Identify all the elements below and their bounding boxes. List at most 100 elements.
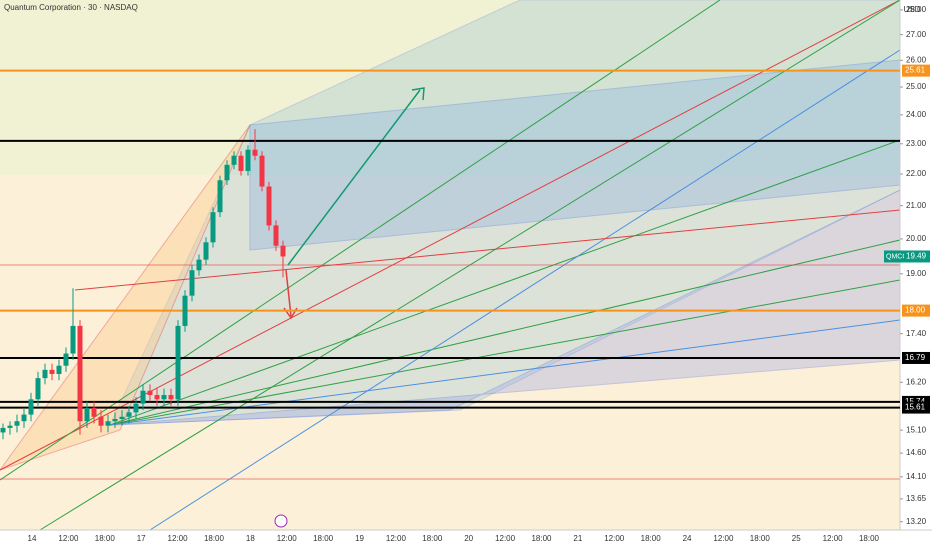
candle-body (21, 414, 27, 422)
price-tag-label: 25.61 (905, 66, 926, 75)
x-tick-label: 18:00 (422, 534, 443, 543)
x-tick-label: 21 (573, 534, 582, 543)
candle-body (0, 427, 6, 433)
candle-body (7, 425, 13, 428)
y-tick-label: 16.20 (906, 377, 927, 386)
candle-body (112, 418, 118, 422)
candle-body (252, 149, 258, 156)
x-tick-label: 12:00 (168, 534, 189, 543)
candle-body (203, 242, 209, 260)
x-tick-label: 14 (28, 534, 37, 543)
x-tick-label: 12:00 (713, 534, 734, 543)
price-tag-label: 18.00 (905, 306, 926, 315)
currency: USD (904, 5, 921, 14)
price-tag-label: 16.79 (905, 353, 926, 362)
x-tick-label: 18:00 (750, 534, 771, 543)
price-tag (902, 351, 930, 364)
price-tag (902, 64, 930, 77)
candle-body (224, 164, 230, 181)
x-tick-label: 12:00 (58, 534, 79, 543)
y-tick-label: 22.00 (906, 169, 927, 178)
price-tag-label: 19.49 (906, 252, 927, 261)
x-tick-label: 12:00 (277, 534, 298, 543)
x-tick-label: 25 (792, 534, 801, 543)
candle-body (140, 390, 146, 404)
y-tick-label: 25.00 (906, 82, 927, 91)
y-tick-label: 20.00 (906, 234, 927, 243)
x-tick-label: 18:00 (204, 534, 225, 543)
y-tick-label: 19.00 (906, 269, 927, 278)
candle-body (175, 325, 181, 400)
candle-body (119, 416, 125, 419)
y-tick-label: 14.10 (906, 472, 927, 481)
y-tick-label: 21.00 (906, 201, 927, 210)
candle-body (84, 408, 90, 422)
x-tick-label: 19 (355, 534, 364, 543)
candle-body (63, 353, 69, 366)
candle-body (196, 259, 202, 271)
candle-body (161, 395, 167, 400)
x-tick-label: 18:00 (859, 534, 880, 543)
y-tick-label: 17.40 (906, 329, 927, 338)
x-tick-label: 18:00 (95, 534, 116, 543)
symbol-tag-label: QMCO (886, 253, 908, 260)
x-tick-label: 17 (137, 534, 146, 543)
x-tick-label: 24 (683, 534, 692, 543)
candle-body (245, 149, 251, 171)
candle-body (126, 412, 132, 417)
candle-body (217, 180, 223, 213)
y-tick-label: 13.65 (906, 494, 927, 503)
candle-body (168, 395, 174, 400)
candle-body (147, 390, 153, 396)
candle-body (189, 270, 195, 296)
x-tick-label: 18:00 (313, 534, 334, 543)
y-tick-label: 14.60 (906, 448, 927, 457)
price-tag-label: 15.61 (905, 403, 926, 412)
event-icon[interactable] (274, 514, 288, 528)
candle-body (56, 365, 62, 374)
candle-body (266, 186, 272, 226)
candle-body (280, 245, 286, 257)
y-tick-label: 15.10 (906, 425, 927, 434)
price-tag (904, 250, 930, 263)
candle-body (273, 225, 279, 246)
candle-body (105, 421, 111, 426)
candle-body (231, 155, 237, 165)
candle-body (28, 399, 34, 415)
y-tick-label: 13.20 (906, 517, 927, 526)
chart-title: Quantum Corporation · 30 · NASDAQ (4, 3, 138, 12)
candle-body (91, 408, 97, 417)
candle-body (210, 212, 216, 243)
y-tick-label: 26.00 (906, 55, 927, 64)
candle-body (35, 378, 41, 400)
candle-body (154, 395, 160, 400)
x-tick-label: 12:00 (386, 534, 407, 543)
y-tick-label: 23.00 (906, 139, 927, 148)
candle-body (259, 155, 265, 187)
x-tick-label: 18:00 (641, 534, 662, 543)
x-tick-label: 12:00 (604, 534, 625, 543)
y-tick-label: 24.00 (906, 110, 927, 119)
candle-body (98, 416, 104, 426)
candle-body (238, 155, 244, 171)
price-tag (902, 401, 930, 414)
x-tick-label: 20 (464, 534, 473, 543)
candle-body (77, 325, 83, 422)
x-tick-label: 12:00 (823, 534, 844, 543)
candle-body (70, 325, 76, 354)
x-tick-label: 18 (246, 534, 255, 543)
candle-body (133, 403, 139, 413)
symbol-tag (884, 250, 904, 263)
price-tag-label: 15.74 (905, 397, 926, 406)
candle-body (14, 421, 20, 426)
candle-body (42, 369, 48, 379)
candle-body (49, 369, 55, 374)
y-tick-label: 28.00 (906, 5, 927, 14)
y-tick-label: 27.00 (906, 30, 927, 39)
x-tick-label: 18:00 (531, 534, 552, 543)
candle-body (182, 295, 188, 326)
x-tick-label: 12:00 (495, 534, 516, 543)
drawings (0, 0, 901, 531)
price-tag (902, 304, 930, 317)
